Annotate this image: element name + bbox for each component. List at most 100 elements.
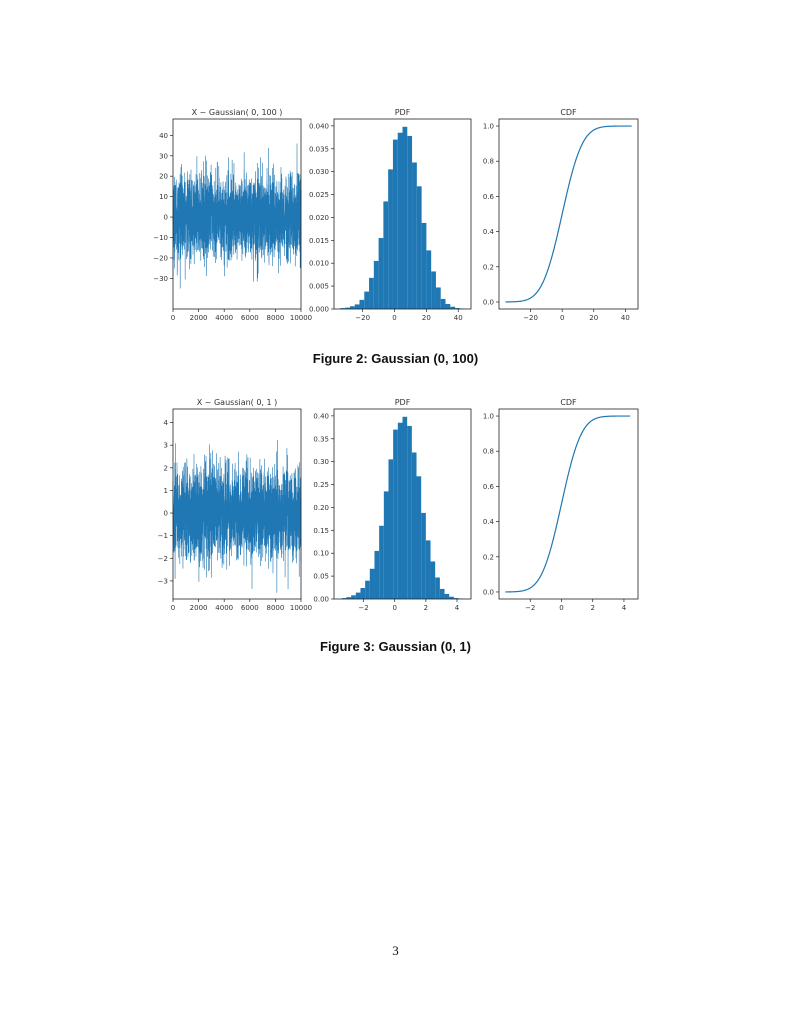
- y-tick-label: −2: [158, 555, 168, 563]
- histogram-bar: [383, 201, 389, 309]
- x-tick-label: 2: [424, 604, 428, 612]
- subplot-title: CDF: [560, 398, 577, 407]
- histogram-bar: [360, 588, 366, 599]
- figure-3-caption: Figure 3: Gaussian (0, 1): [320, 639, 471, 654]
- histogram-bar: [373, 260, 379, 309]
- y-tick-label: 0.030: [309, 168, 329, 176]
- histogram-bar: [430, 561, 436, 599]
- y-tick-label: 0: [164, 214, 168, 222]
- y-tick-label: 0.8: [483, 158, 494, 166]
- y-tick-label: 0.05: [313, 573, 329, 581]
- x-tick-label: 40: [621, 314, 630, 322]
- y-tick-label: 0.2: [483, 263, 494, 271]
- y-tick-label: 1.0: [483, 123, 494, 131]
- histogram-bar: [349, 306, 355, 309]
- x-tick-label: 20: [422, 314, 431, 322]
- y-tick-label: 0.15: [313, 527, 329, 535]
- x-tick-label: 4: [622, 604, 627, 612]
- histogram-bar: [411, 452, 417, 599]
- figure-3-plots: X ~ Gaussian( 0, 1 )0 2000 4000 6000 8000 100…: [158, 398, 639, 612]
- y-tick-label: 0.035: [309, 145, 329, 153]
- figure-3: X ~ Gaussian( 0, 1 ) 0 2000 4000 6000 8000 100…: [0, 394, 791, 616]
- histogram-bar: [421, 222, 427, 309]
- sample-trace-line: [172, 143, 302, 289]
- x-tick-label: 40: [454, 314, 463, 322]
- sample-trace-line: [172, 440, 302, 593]
- histogram-bar: [393, 429, 398, 599]
- histogram-bar: [455, 308, 460, 309]
- subplot-2: PDF −2 0 2 4 0.00 0.05 0.10 0.15 0.20 0.25 0.30 0.35…: [313, 398, 472, 612]
- histogram-bar: [351, 595, 356, 599]
- x-tick-label: −20: [355, 314, 370, 322]
- histogram-bar: [453, 598, 459, 599]
- x-tick-label: 10000: [290, 314, 312, 322]
- y-tick-label: 0.015: [309, 237, 329, 245]
- y-tick-label: 0.040: [309, 122, 329, 130]
- y-tick-label: 0.000: [309, 306, 329, 314]
- cdf-line: [505, 125, 632, 303]
- histogram-bar: [374, 550, 380, 599]
- y-tick-label: 0.35: [313, 435, 329, 443]
- y-tick-label: 0.00: [313, 596, 329, 604]
- x-tick-label: 20: [589, 314, 598, 322]
- histogram-bar: [439, 588, 445, 599]
- subplot-title: CDF: [560, 108, 577, 117]
- histogram-bar: [450, 306, 456, 309]
- y-tick-label: 1: [164, 487, 168, 495]
- y-tick-label: 0.2: [483, 553, 494, 561]
- histogram-bar: [397, 422, 403, 599]
- y-tick-label: 0: [164, 510, 168, 518]
- y-tick-label: 0.8: [483, 448, 494, 456]
- x-tick-label: 6000: [241, 604, 259, 612]
- y-tick-label: −30: [153, 275, 168, 283]
- y-tick-label: 4: [164, 419, 169, 427]
- histogram-bar: [345, 307, 350, 309]
- y-tick-label: 0.6: [483, 483, 495, 491]
- axes-frame: [498, 408, 639, 600]
- subplot-1: X ~ Gaussian( 0, 100 ) 0 2000 4000 6000 8000 1…: [153, 108, 312, 322]
- x-tick-label: 8000: [266, 314, 284, 322]
- y-tick-label: 0.20: [313, 504, 329, 512]
- x-tick-label: 0: [560, 314, 564, 322]
- histogram-bar: [445, 303, 451, 309]
- histogram-bar: [364, 291, 370, 309]
- axes-frame: [172, 408, 302, 600]
- y-tick-label: 0.25: [313, 481, 329, 489]
- histogram-bar: [402, 416, 408, 599]
- histogram-bar: [416, 186, 422, 309]
- histogram-bar: [379, 525, 384, 599]
- subplot-3: CDF −2 0 2 4 0.0 0.2 0.4 0.6 0.8 1.0: [483, 398, 639, 612]
- x-tick-label: 4000: [215, 314, 233, 322]
- subplot-title: PDF: [395, 398, 411, 407]
- x-tick-label: 0: [392, 604, 396, 612]
- histogram-bar: [365, 580, 370, 599]
- subplot-2: PDF −20 0 20 40 0.000 0.005 0.010 0.015 0.020 0.02…: [309, 108, 472, 322]
- y-tick-label: 0.0: [483, 298, 494, 306]
- y-tick-label: −3: [158, 577, 168, 585]
- figure-2-plots: X ~ Gaussian( 0, 100 )0 2000 4000 6000 8000 1…: [153, 108, 639, 322]
- x-tick-label: −2: [525, 604, 535, 612]
- y-tick-label: 0.005: [309, 283, 329, 291]
- x-tick-label: 10000: [290, 604, 312, 612]
- histogram-bar: [440, 298, 446, 309]
- y-tick-label: −10: [153, 234, 168, 242]
- y-tick-label: 0.4: [483, 518, 495, 526]
- histogram-bar: [425, 540, 431, 599]
- histogram-bar: [383, 491, 389, 599]
- y-tick-label: 0.4: [483, 228, 495, 236]
- histogram-bar: [388, 459, 394, 599]
- histogram-bar: [369, 568, 375, 599]
- figure-2: X ~ Gaussian( 0, 100 ) 0 2000 4000 6000 8000 1…: [0, 104, 791, 326]
- histogram-bar: [340, 308, 346, 309]
- y-tick-label: 30: [159, 152, 168, 160]
- x-tick-label: 8000: [266, 604, 284, 612]
- x-tick-label: 0: [559, 604, 563, 612]
- y-tick-label: 2: [164, 464, 168, 472]
- histogram-bar: [435, 287, 441, 309]
- cdf-line: [505, 415, 631, 593]
- x-tick-label: 4000: [215, 604, 233, 612]
- histogram-bar: [392, 139, 398, 309]
- y-tick-label: 0.40: [313, 412, 329, 420]
- figure-2-caption: Figure 2: Gaussian (0, 100): [312, 351, 479, 366]
- x-tick-label: 0: [171, 604, 175, 612]
